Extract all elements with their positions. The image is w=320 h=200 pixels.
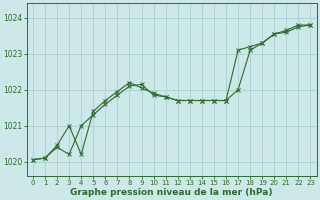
X-axis label: Graphe pression niveau de la mer (hPa): Graphe pression niveau de la mer (hPa) [70, 188, 273, 197]
